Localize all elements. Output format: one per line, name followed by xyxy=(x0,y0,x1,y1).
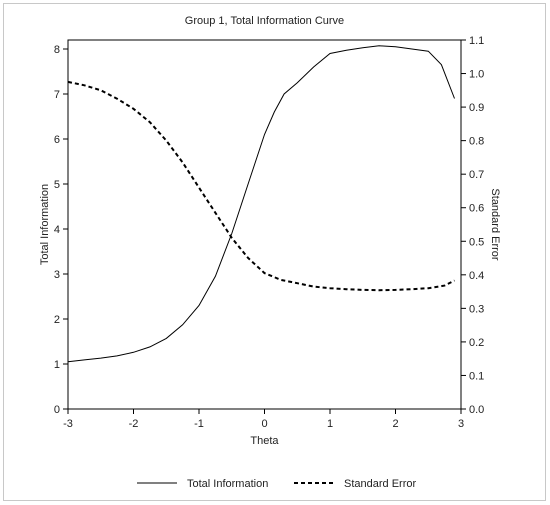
y-left-tick-label: 5 xyxy=(54,179,60,191)
y-right-tick-label: 0.0 xyxy=(469,404,484,416)
x-axis-title: Theta xyxy=(250,435,279,447)
series-line-standard-error xyxy=(67,80,455,292)
x-tick-label: -1 xyxy=(194,418,204,430)
y-right-tick-label: 0.3 xyxy=(469,303,484,315)
legend-label-total-information: Total Information xyxy=(187,478,268,490)
y-right-tick-label: 1.1 xyxy=(469,35,484,47)
chart-title: Group 1, Total Information Curve xyxy=(185,15,344,27)
y-axis-left-title: Total Information xyxy=(39,184,51,265)
y-axis-right-title: Standard Error xyxy=(489,188,501,260)
y-left-tick-label: 0 xyxy=(54,404,60,416)
x-tick-label: -2 xyxy=(129,418,139,430)
y-left-tick-label: 4 xyxy=(54,224,60,236)
y-right-tick-label: 0.5 xyxy=(469,236,484,248)
y-left-tick-label: 7 xyxy=(54,89,60,101)
y-right-tick-label: 0.1 xyxy=(469,370,484,382)
y-left-tick-label: 2 xyxy=(54,314,60,326)
x-tick-label: 3 xyxy=(458,418,464,430)
y-left-tick-label: 6 xyxy=(54,134,60,146)
legend: Total Information Standard Error xyxy=(137,478,416,490)
x-tick-label: 1 xyxy=(327,418,333,430)
y-right-tick-label: 0.8 xyxy=(469,136,484,148)
legend-label-standard-error: Standard Error xyxy=(344,478,416,490)
y-right-tick-label: 0.9 xyxy=(469,102,484,114)
x-tick-label: 2 xyxy=(392,418,398,430)
y-right-tick-label: 1.0 xyxy=(469,69,484,81)
y-left-tick-label: 1 xyxy=(54,359,60,371)
y-right-tick-label: 0.6 xyxy=(469,203,484,215)
x-tick-label: -3 xyxy=(63,418,73,430)
y-right-tick-label: 0.2 xyxy=(469,337,484,349)
y-right-tick-label: 0.7 xyxy=(469,169,484,181)
x-tick-label: 0 xyxy=(261,418,267,430)
chart-svg: Group 1, Total Information Curve -3 -2 -1 0… xyxy=(39,15,501,490)
y-left-tick-label: 3 xyxy=(54,269,60,281)
chart-frame: Group 1, Total Information Curve -3 -2 -1 0… xyxy=(3,3,546,501)
y-right-tick-label: 0.4 xyxy=(469,270,484,282)
series-line-total-information xyxy=(67,45,455,363)
y-left-tick-label: 8 xyxy=(54,44,60,56)
plot-area: -3 -2 -1 0 1 2 3 0 1 2 3 4 5 6 7 8 0.0 0.1 0.2 0.3 0.4 0.5 0.6… xyxy=(54,35,484,430)
